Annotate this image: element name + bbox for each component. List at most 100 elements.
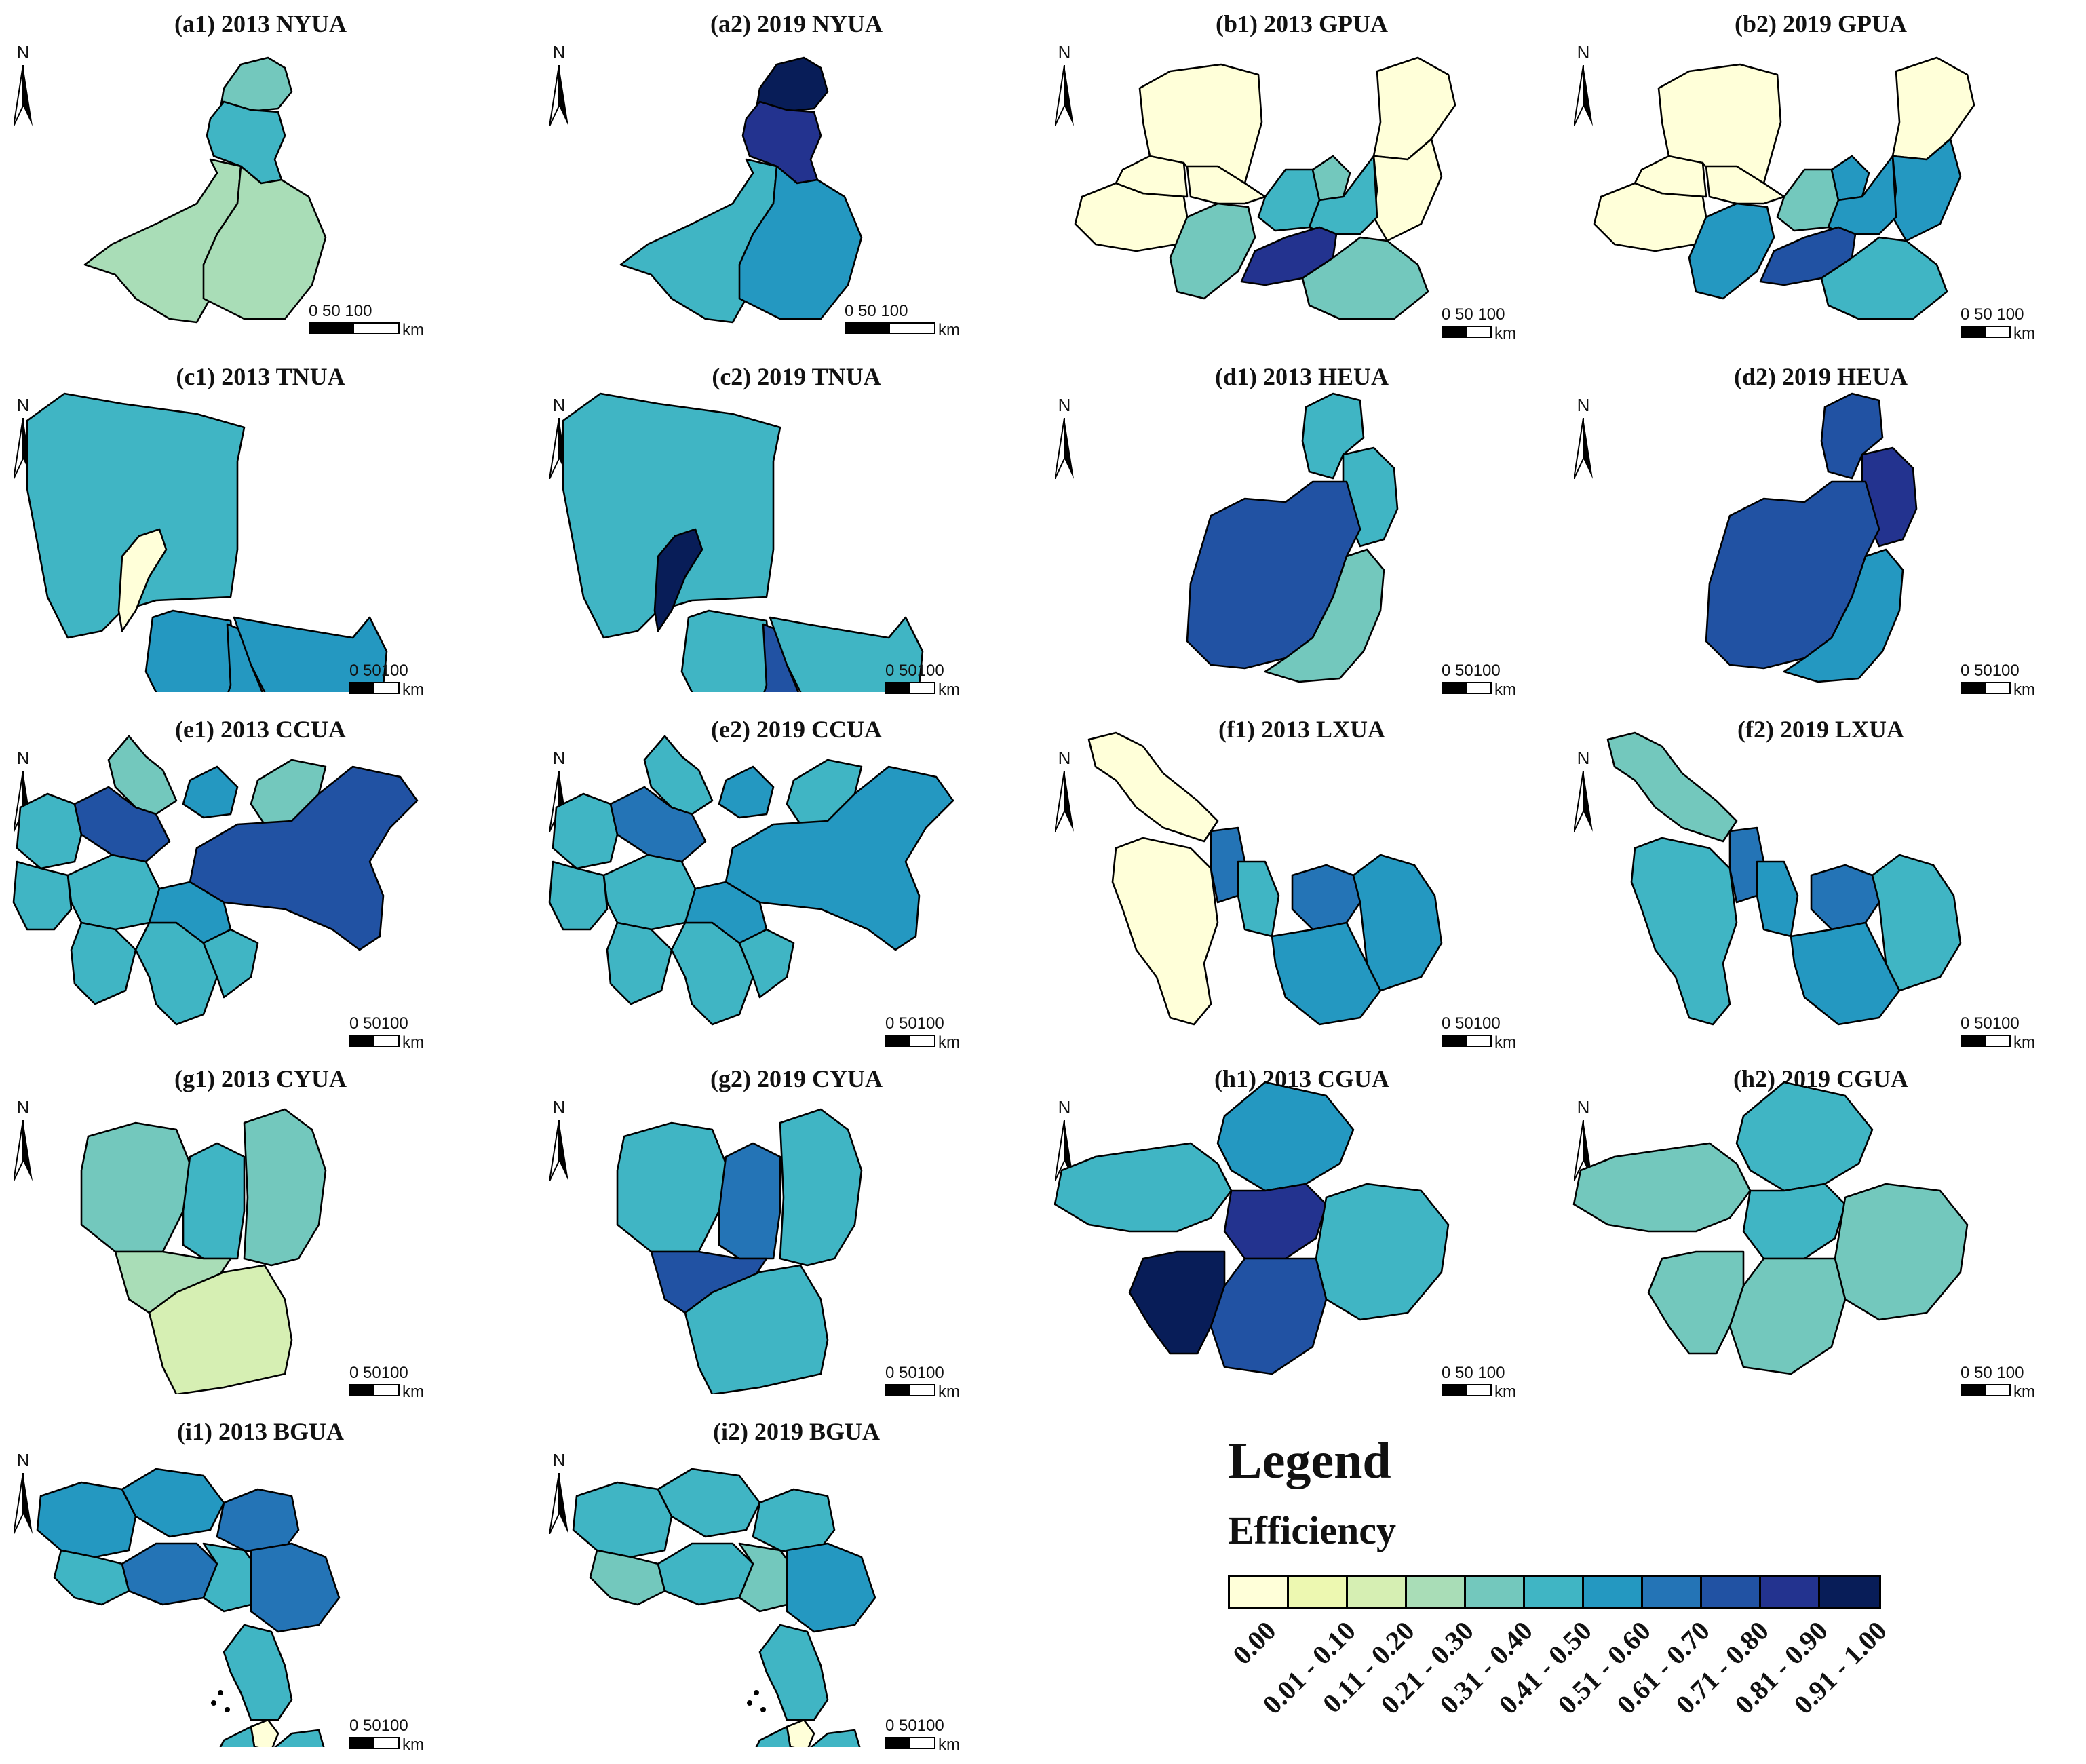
city-region-5 bbox=[1210, 1257, 1328, 1375]
north-label: N bbox=[552, 1097, 566, 1117]
city-region-7 bbox=[786, 1542, 876, 1633]
city-region-3 bbox=[609, 786, 707, 863]
city-region-3 bbox=[1742, 1183, 1847, 1260]
scale-bar-graphic bbox=[1442, 682, 1492, 694]
region-map bbox=[1593, 56, 1975, 320]
north-arrow-icon: N bbox=[1051, 395, 1078, 483]
map-panel-h1: (h1) 2013 CGUA N 0 50 100 km bbox=[1041, 1055, 1562, 1401]
island-dot bbox=[754, 1690, 759, 1695]
legend-swatch bbox=[1230, 1577, 1289, 1607]
city-region-3 bbox=[1223, 1183, 1328, 1260]
scale-bar: 0 50100 km bbox=[885, 1014, 1007, 1062]
city-region-10 bbox=[1308, 155, 1378, 235]
legend: Legend Efficiency 0.00 0.01 - 0.10 0.11 - … bbox=[1227, 1432, 1906, 1744]
city-region-4 bbox=[1834, 1183, 1969, 1321]
scale-bar: 0 50 100 km bbox=[845, 302, 967, 349]
city-region-1 bbox=[16, 792, 83, 870]
scale-bar-labels: 0 50 100 bbox=[1961, 305, 2024, 324]
map-panel-a2: (a2) 2019 NYUA N 0 50 100 km bbox=[536, 0, 1057, 339]
scale-bar-labels: 0 50100 bbox=[349, 1014, 408, 1033]
city-region-2 bbox=[206, 100, 286, 185]
city-region-5 bbox=[1291, 864, 1361, 931]
city-region-6 bbox=[1790, 921, 1901, 1026]
panel-title: (a2) 2019 NYUA bbox=[710, 10, 883, 37]
city-region-4 bbox=[1315, 1183, 1450, 1321]
city-region-1 bbox=[562, 392, 781, 639]
panel-title: (c2) 2019 TNUA bbox=[712, 363, 881, 390]
north-label: N bbox=[552, 395, 566, 415]
scale-bar: 0 50 100 km bbox=[1442, 305, 1564, 353]
city-region-2 bbox=[1054, 1142, 1233, 1233]
city-region-2 bbox=[741, 100, 822, 185]
city-region-4 bbox=[718, 765, 775, 819]
scale-bar-unit: km bbox=[402, 1033, 424, 1052]
scale-bar-labels: 0 50100 bbox=[885, 1364, 944, 1382]
north-label: N bbox=[1058, 395, 1071, 415]
scale-bar: 0 50 100 km bbox=[1961, 1364, 2083, 1411]
scale-bar-graphic bbox=[309, 322, 400, 334]
scale-bar: 0 50100 km bbox=[885, 1717, 1007, 1764]
region-map bbox=[1606, 731, 1962, 1026]
legend-subtitle: Efficiency bbox=[1228, 1508, 1397, 1552]
city-region-12 bbox=[202, 928, 259, 999]
city-region-7 bbox=[1352, 854, 1443, 992]
city-region-4 bbox=[182, 765, 239, 819]
north-label: N bbox=[1577, 42, 1590, 62]
city-region-5 bbox=[233, 616, 388, 692]
scale-bar-labels: 0 50 100 bbox=[309, 302, 372, 320]
north-label: N bbox=[1577, 748, 1590, 768]
city-region-2 bbox=[182, 1142, 246, 1260]
region-map bbox=[1074, 56, 1456, 320]
city-region-6 bbox=[738, 1542, 802, 1613]
island-dot bbox=[760, 1707, 766, 1712]
city-region-7 bbox=[1169, 202, 1256, 300]
north-label: N bbox=[1058, 42, 1071, 62]
scale-bar-labels: 0 50 100 bbox=[845, 302, 908, 320]
city-region-6 bbox=[1271, 921, 1382, 1026]
city-region-6 bbox=[1128, 1250, 1226, 1355]
scale-bar-graphic bbox=[885, 1035, 935, 1047]
city-region-9 bbox=[1311, 155, 1351, 202]
city-region-3 bbox=[680, 609, 773, 692]
map-panel-d1: (d1) 2013 HEUA N 0 50100 km bbox=[1041, 353, 1562, 699]
city-region-1 bbox=[552, 792, 619, 870]
map-panel-f2: (f2) 2019 LXUA N 0 50100 km bbox=[1560, 706, 2081, 1052]
city-region-5 bbox=[1728, 1257, 1847, 1375]
city-region-8 bbox=[1257, 168, 1321, 232]
region-map bbox=[12, 735, 419, 1026]
scale-bar-graphic bbox=[1442, 1384, 1492, 1396]
scale-bar-labels: 0 50100 bbox=[1961, 662, 2020, 680]
scale-bar-unit: km bbox=[938, 321, 960, 339]
scale-bar: 0 50100 km bbox=[1442, 662, 1564, 709]
city-region-5 bbox=[684, 1264, 829, 1394]
region-map bbox=[1087, 731, 1443, 1026]
scale-bar: 0 50100 km bbox=[885, 662, 1007, 709]
city-region-7 bbox=[12, 860, 73, 931]
map-panel-e2: (e2) 2019 CCUA N 0 50100 km bbox=[536, 706, 1057, 1052]
scale-bar-unit: km bbox=[938, 1736, 960, 1754]
city-region-1 bbox=[80, 1121, 191, 1253]
legend-swatch bbox=[1466, 1577, 1525, 1607]
north-label: N bbox=[1577, 395, 1590, 415]
region-map bbox=[548, 735, 954, 1026]
north-label: N bbox=[552, 42, 566, 62]
scale-bar-graphic bbox=[349, 1737, 400, 1749]
north-arrow-icon: N bbox=[1570, 42, 1597, 130]
scale-bar-labels: 0 50 100 bbox=[1442, 1364, 1505, 1382]
scale-bar-graphic bbox=[885, 682, 935, 694]
scale-bar: 0 50100 km bbox=[885, 1364, 1007, 1411]
city-region-2 bbox=[107, 735, 178, 816]
legend-swatch bbox=[1584, 1577, 1643, 1607]
region-map bbox=[616, 1108, 863, 1394]
panel-title: (f1) 2013 LXUA bbox=[1218, 716, 1385, 743]
city-region-2 bbox=[643, 735, 714, 816]
north-label: N bbox=[552, 748, 566, 768]
north-arrow-icon: N bbox=[9, 1450, 37, 1538]
legend-swatch bbox=[1289, 1577, 1348, 1607]
city-region-9 bbox=[219, 1624, 325, 1747]
map-panel-c1: (c1) 2013 TNUA N 0 50100 km bbox=[0, 353, 521, 699]
city-region-7 bbox=[1871, 854, 1962, 992]
city-region-10 bbox=[1827, 155, 1897, 235]
panel-title: (d2) 2019 HEUA bbox=[1733, 363, 1908, 390]
north-arrow-icon: N bbox=[1051, 748, 1078, 836]
